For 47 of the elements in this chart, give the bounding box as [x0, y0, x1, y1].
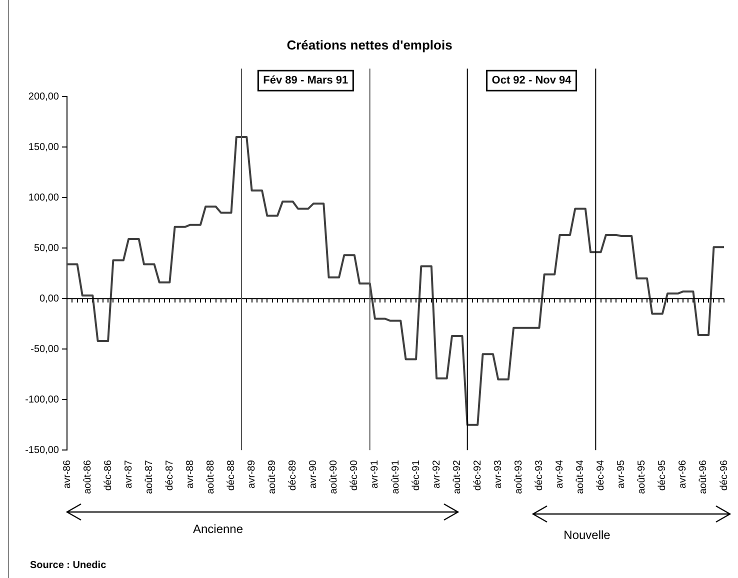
y-tick-label: -150,00	[25, 444, 60, 456]
y-tick-label: -50,00	[30, 344, 60, 355]
source-note: Source : Unedic	[30, 560, 106, 571]
x-tick-label: avr-92	[431, 460, 442, 488]
x-tick-label: avr-89	[246, 460, 258, 488]
x-tick-label: août-91	[390, 460, 402, 494]
x-tick-label: avr-86	[62, 460, 73, 488]
x-tick-label: déc-96	[718, 460, 730, 491]
y-tick-label: 150,00	[28, 142, 60, 153]
x-tick-label: déc-95	[657, 460, 668, 491]
x-tick-label: avr-88	[184, 460, 196, 488]
y-tick-label: 100,00	[28, 192, 60, 204]
x-tick-label: avr-90	[308, 460, 320, 488]
text: Nouvelle	[564, 528, 610, 542]
y-tick-label: 200,00	[28, 91, 60, 102]
y-tick-label: 50,00	[34, 242, 60, 254]
x-tick-label: avr-94	[554, 460, 566, 488]
x-tick-label: août-95	[636, 460, 648, 494]
x-tick-label: déc-88	[226, 460, 237, 491]
x-tick-label: avr-91	[370, 460, 381, 488]
x-tick-label: déc-92	[472, 460, 484, 491]
x-tick-label: déc-89	[288, 460, 299, 491]
x-tick-label: août-94	[575, 460, 586, 494]
x-tick-label: août-93	[513, 460, 524, 494]
x-tick-label: août-89	[267, 460, 278, 494]
x-tick-label: avr-87	[123, 460, 134, 488]
x-tick-label: déc-91	[410, 460, 422, 491]
text: Oct 92 - Nov 94	[492, 74, 572, 87]
x-tick-label: déc-93	[534, 460, 545, 491]
x-tick-label: août-92	[452, 460, 463, 494]
y-tick-label: 0,00	[40, 293, 60, 304]
x-tick-label: août-88	[205, 460, 216, 494]
text: Ancienne	[192, 522, 244, 536]
x-tick-label: déc-94	[596, 460, 607, 491]
x-tick-label: déc-87	[164, 460, 176, 491]
x-tick-label: août-86	[82, 460, 94, 494]
x-tick-label: août-96	[698, 460, 710, 494]
y-tick-label: -100,00	[25, 394, 60, 406]
x-tick-label: déc-86	[102, 460, 114, 491]
text: Fév 89 - Mars 91	[263, 74, 348, 87]
x-tick-label: août-87	[144, 460, 155, 494]
x-tick-label: déc-90	[349, 460, 360, 491]
chart-title: Créations nettes d'emplois	[286, 37, 452, 52]
x-tick-label: avr-95	[616, 460, 628, 488]
x-tick-label: avr-96	[678, 460, 689, 488]
x-tick-label: août-90	[328, 460, 340, 494]
x-tick-label: avr-93	[492, 460, 504, 488]
